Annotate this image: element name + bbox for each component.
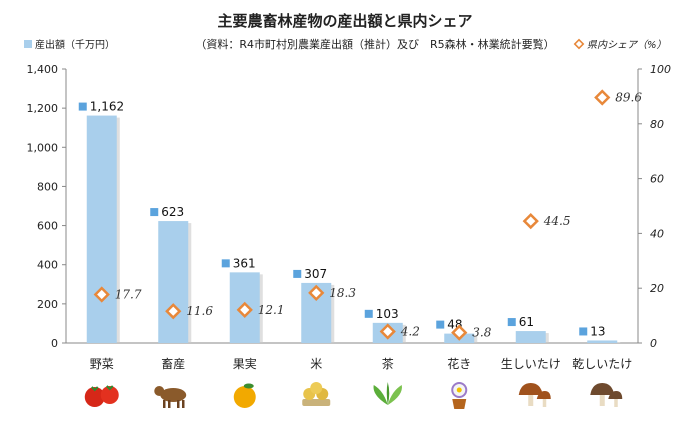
bar-value-marker [579,327,588,336]
y2-tick-label: 0 [650,337,657,350]
share-value-label: 89.6 [615,90,642,104]
share-value-label: 17.7 [115,288,142,302]
tomato-icon [84,385,119,407]
orange-icon-part [233,386,256,408]
orange-icon-part [243,383,254,389]
rice-icon [302,382,331,406]
shiitake-fresh-icon [518,383,551,407]
bar-value-label: 1,162 [90,100,124,114]
bar-value-label: 361 [233,256,256,270]
chart-subtitle: （資料：R4市町村別農業産出額（推計）及び R5森林・林業統計要覧） [195,37,554,51]
x-tick-label: 乾しいたけ [572,357,632,371]
bar-value-label: 61 [519,315,534,329]
bar-value-marker [436,320,445,329]
y-tick-label: 400 [37,259,58,272]
y2-tick-label: 80 [650,118,664,131]
cow-icon-part [154,386,165,396]
x-tick-label: 花き [447,356,471,371]
orange-icon [233,383,256,408]
tea-leaf-icon-part [387,385,402,405]
share-point [165,303,182,320]
tomato-icon-part [84,387,105,407]
y-tick-label: 1,000 [27,141,59,154]
shiitake-fresh-icon-part [542,399,547,407]
bar-value-marker [364,309,373,318]
legend-share: 県内シェア（%） [573,38,667,51]
y-tick-label: 1,400 [27,63,59,76]
share-value-label: 3.8 [472,326,491,340]
shiitake-dried-icon-part [590,383,615,395]
tea-leaf-icon [373,382,402,405]
shiitake-dried-icon-part [599,395,605,406]
x-tick-label: 畜産 [161,356,185,371]
share-value-label: 12.1 [258,303,285,317]
y2-tick-label: 40 [650,227,664,240]
y-tick-label: 800 [37,180,58,193]
tea-leaf-icon-part [373,385,388,405]
bar [86,115,117,343]
shiitake-dried-icon [590,383,623,407]
chart-title: 主要農畜林産物の産出額と県内シェア [217,12,472,30]
cow-icon [154,386,187,408]
y-tick-label: 1,200 [27,102,59,115]
bar-value-label: 103 [376,307,399,321]
bar-value-marker [293,269,302,278]
bar [587,340,618,343]
bar [158,221,189,343]
share-point [594,89,611,106]
bar [515,331,546,343]
x-tick-label: 果実 [233,356,257,371]
tomato-icon-part [100,386,119,404]
share-point [522,212,539,230]
bar-value-marker [78,102,87,111]
rice-icon-part [302,399,331,406]
legend-bar-swatch [24,40,32,48]
legend-share-label: 県内シェア（%） [587,39,667,51]
share-point [93,286,110,303]
bar-value-label: 307 [304,267,327,281]
y-tick-label: 200 [37,298,58,311]
bar-value-label: 13 [590,324,605,338]
legend-share-marker [573,38,585,50]
x-tick-label: 野菜 [90,357,114,371]
cow-icon-part [160,388,187,402]
bar-value-label: 623 [161,205,184,219]
share-point [236,301,253,318]
y2-tick-label: 20 [650,282,664,295]
flower-pot-icon-part [456,387,462,393]
plot-area: 0 200 400 600 800 1,000 1,200 1,400 0 20 40 60 80 100… [27,63,671,409]
y-tick-label: 600 [37,220,58,233]
legend-bar: 産出額（千万円） [24,38,115,51]
y2-tick-label: 60 [650,173,664,186]
flower-pot-icon [451,382,468,409]
share-value-label: 18.3 [329,286,356,300]
y-tick-label: 0 [51,337,58,350]
share-point [451,324,468,341]
bar-value-marker [507,318,516,327]
share-value-label: 11.6 [186,304,213,318]
shiitake-dried-icon-part [614,399,618,407]
share-point [308,284,325,301]
bar-value-marker [221,259,230,268]
x-tick-label: 茶 [382,356,394,371]
flower-pot-icon-part [452,399,467,409]
rice-icon-part [310,382,323,394]
tomato-icon-part [91,385,114,392]
bar-value-marker [150,208,159,217]
x-tick-label: 生しいたけ [501,357,561,371]
x-tick-label: 米 [310,357,322,371]
shiitake-fresh-icon-part [536,391,551,399]
share-value-label: 4.2 [400,324,420,338]
share-value-label: 44.5 [543,214,571,228]
shiitake-fresh-icon-part [528,395,534,406]
cow-icon-part [163,400,185,408]
legend-bar-label: 産出額（千万円） [35,38,115,51]
tea-leaf-icon-part [386,382,390,405]
shiitake-dried-icon-part [608,391,623,399]
y2-tick-label: 100 [650,63,671,76]
share-point [379,323,396,340]
shiitake-fresh-icon-part [518,383,543,395]
